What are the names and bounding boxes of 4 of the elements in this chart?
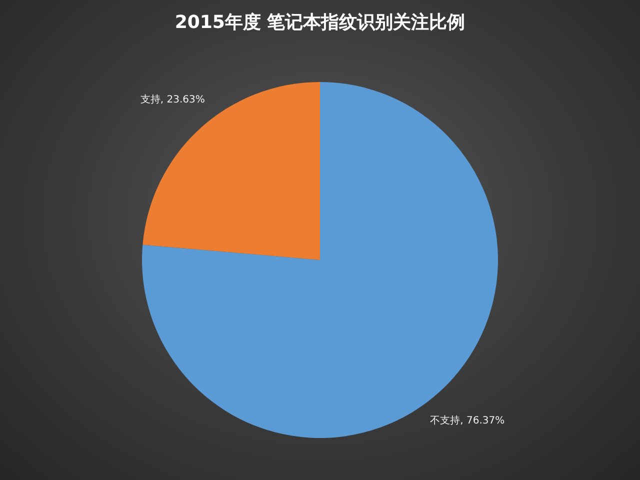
chart-title: 2015年度 笔记本指纹识别关注比例 bbox=[174, 12, 466, 33]
slice-label: 不支持, 76.37% bbox=[430, 414, 505, 427]
slice-label: 支持, 23.63% bbox=[140, 93, 205, 106]
pie-slice bbox=[142, 82, 320, 260]
